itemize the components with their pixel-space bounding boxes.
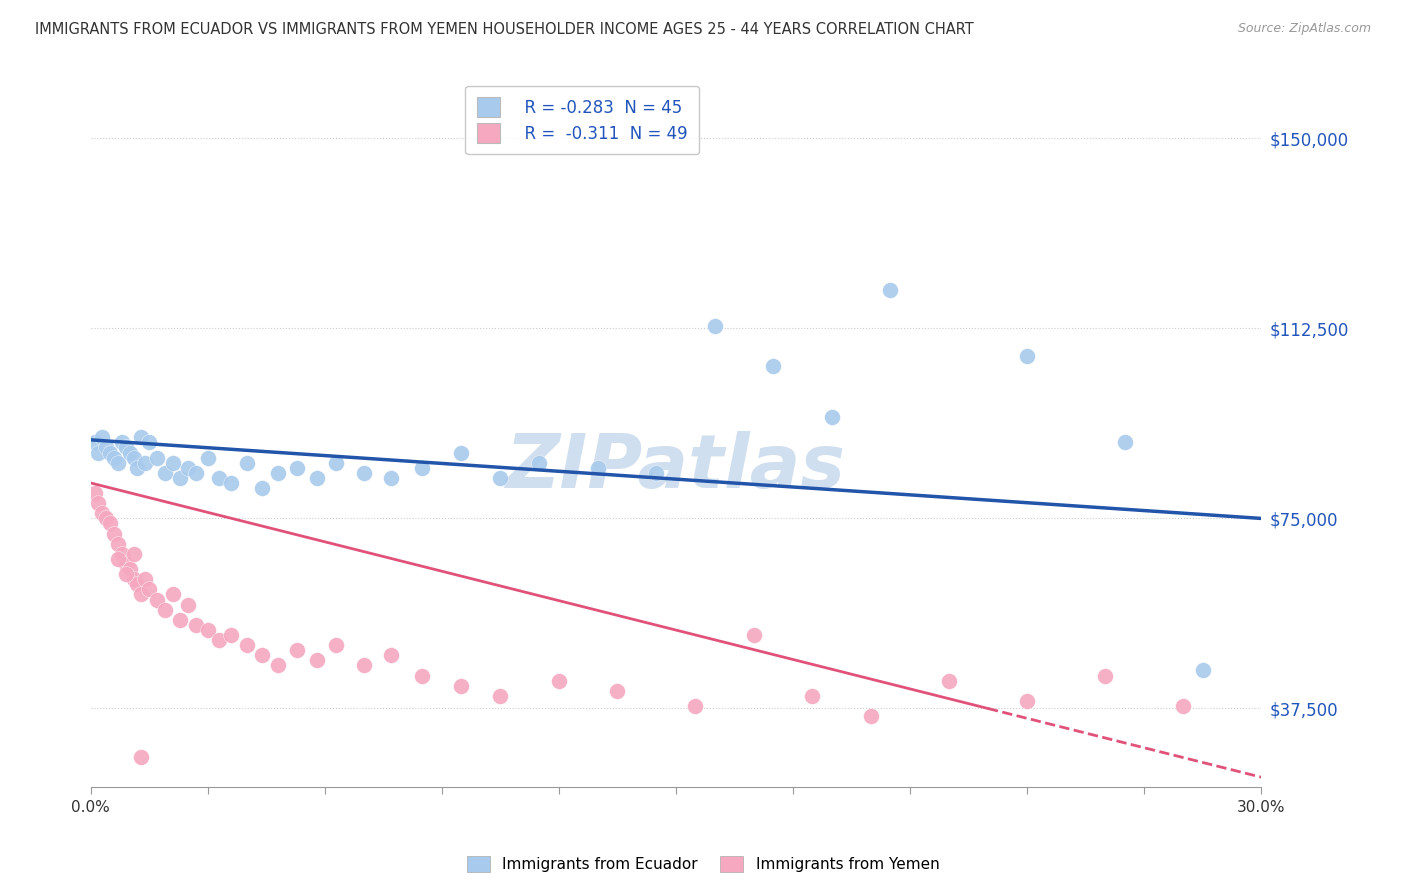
Point (83, 435, 105, 450)
Point (87, 445, 110, 459)
Point (762, 359, 785, 374)
Point (235, 638, 257, 652)
Point (103, 450, 125, 465)
Point (122, 572, 145, 586)
Point (197, 450, 219, 465)
Point (138, 435, 160, 450)
Point (127, 577, 149, 591)
Point (118, 562, 141, 576)
Point (134, 572, 156, 586)
Point (107, 537, 129, 551)
Point (91, 430, 114, 444)
Point (1191, 664, 1213, 678)
Point (111, 435, 134, 450)
Point (153, 466, 176, 480)
Point (111, 547, 134, 561)
Point (821, 410, 844, 425)
Point (645, 466, 668, 480)
Legend: Immigrants from Ecuador, Immigrants from Yemen: Immigrants from Ecuador, Immigrants from… (460, 848, 946, 880)
Point (184, 618, 207, 632)
Point (134, 456, 156, 470)
Point (114, 441, 136, 455)
Point (146, 450, 169, 465)
Point (380, 471, 402, 485)
Point (235, 456, 257, 470)
Point (103, 526, 125, 541)
Point (287, 643, 309, 657)
Point (114, 567, 136, 582)
Point (879, 283, 901, 297)
Point (177, 460, 200, 475)
Text: IMMIGRANTS FROM ECUADOR VS IMMIGRANTS FROM YEMEN HOUSEHOLDER INCOME AGES 25 - 44: IMMIGRANTS FROM ECUADOR VS IMMIGRANTS FR… (35, 22, 974, 37)
Point (107, 552, 129, 566)
Point (938, 673, 960, 688)
Point (325, 638, 347, 652)
Point (547, 673, 569, 688)
Point (131, 587, 153, 601)
Point (96, 441, 118, 455)
Point (153, 602, 176, 616)
Point (411, 460, 433, 475)
Point (118, 445, 141, 459)
Point (529, 456, 551, 470)
Point (1015, 694, 1038, 708)
Point (450, 445, 472, 459)
Point (489, 471, 512, 485)
Point (208, 633, 231, 648)
Point (131, 430, 153, 444)
Point (87, 496, 110, 510)
Point (83, 486, 105, 500)
Point (122, 450, 145, 465)
Point (169, 471, 191, 485)
Point (742, 628, 765, 642)
Point (287, 460, 309, 475)
Point (208, 471, 231, 485)
Point (685, 698, 707, 713)
Point (1094, 668, 1116, 682)
Point (197, 623, 219, 637)
Point (98, 445, 121, 459)
Point (177, 598, 200, 612)
Point (1171, 698, 1194, 713)
Point (325, 456, 347, 470)
Point (98, 516, 121, 531)
Legend:   R = -0.283  N = 45,   R =  -0.311  N = 49: R = -0.283 N = 45, R = -0.311 N = 49 (465, 86, 699, 154)
Text: ZIPatlas: ZIPatlas (506, 431, 846, 504)
Point (305, 471, 328, 485)
Point (267, 658, 290, 673)
Point (801, 689, 824, 703)
Point (703, 318, 725, 333)
Point (107, 456, 129, 470)
Point (138, 582, 160, 597)
Point (96, 511, 118, 525)
Point (127, 460, 149, 475)
Point (450, 679, 472, 693)
Point (252, 481, 274, 495)
Point (859, 709, 882, 723)
Point (162, 456, 184, 470)
Point (219, 628, 242, 642)
Point (114, 557, 136, 571)
Point (184, 466, 207, 480)
Point (267, 466, 290, 480)
Point (122, 547, 145, 561)
Point (353, 658, 375, 673)
Point (169, 613, 191, 627)
Point (411, 668, 433, 682)
Point (219, 475, 242, 490)
Point (146, 592, 169, 607)
Point (252, 648, 274, 663)
Point (1015, 349, 1038, 363)
Point (162, 587, 184, 601)
Point (1114, 435, 1136, 450)
Point (586, 460, 609, 475)
Point (305, 653, 328, 667)
Text: Source: ZipAtlas.com: Source: ZipAtlas.com (1237, 22, 1371, 36)
Point (131, 749, 153, 764)
Point (353, 466, 375, 480)
Point (606, 683, 628, 698)
Point (489, 689, 512, 703)
Point (380, 648, 402, 663)
Point (91, 507, 114, 521)
